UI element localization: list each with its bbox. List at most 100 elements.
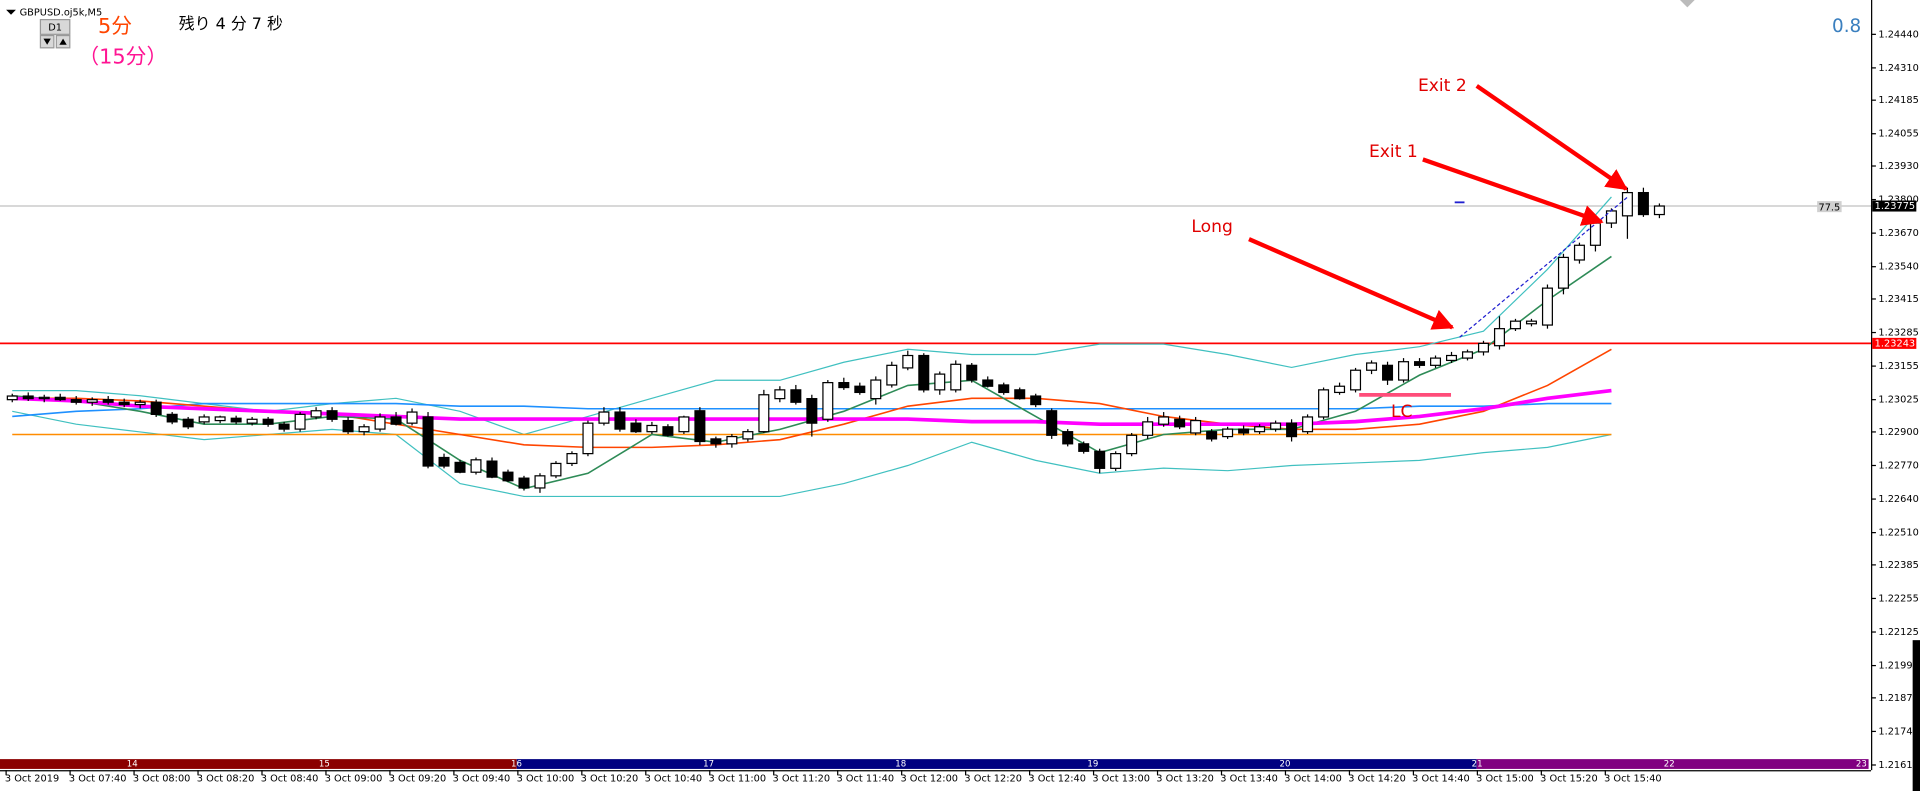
- y-tick-label: 1.24440: [1878, 29, 1918, 40]
- y-tick-label: 1.23415: [1878, 294, 1918, 305]
- candle-body: [1382, 364, 1394, 381]
- candle-body: [214, 416, 226, 422]
- x-tick-label: 3 Oct 10:20: [581, 774, 639, 785]
- period-button[interactable]: [39, 19, 71, 35]
- candle-body: [54, 396, 66, 401]
- candle-body: [1430, 357, 1442, 366]
- candle-body: [1525, 320, 1537, 325]
- y-tick-label: 1.21995: [1878, 661, 1918, 672]
- timeframe-sub-label: （15分）: [78, 45, 167, 69]
- candle-body: [438, 456, 450, 467]
- down-icon[interactable]: [43, 38, 51, 45]
- candle-body: [822, 382, 834, 420]
- arrow: [1248, 237, 1455, 330]
- level-box: [1817, 201, 1842, 213]
- up-icon[interactable]: [59, 38, 67, 45]
- x-tick-label: 3 Oct 08:00: [133, 774, 191, 785]
- candle-body: [886, 364, 898, 386]
- candle-body: [486, 460, 498, 478]
- candle-body: [1621, 191, 1633, 217]
- x-tick-label: 3 Oct 09:20: [389, 774, 447, 785]
- candle-body: [1142, 421, 1154, 436]
- candle-body: [358, 426, 370, 433]
- timeframe-label: 5分: [98, 14, 132, 38]
- x-tick-label: 3 Oct 12:00: [900, 774, 958, 785]
- session-label: 23: [1856, 760, 1867, 770]
- candle-body: [134, 401, 146, 406]
- candle-body: [150, 401, 162, 415]
- arrow: [1475, 84, 1628, 191]
- candle-body: [1302, 416, 1314, 433]
- candle-body: [1653, 205, 1665, 216]
- y-tick-label: 1.22385: [1878, 560, 1918, 571]
- session-label: 22: [1664, 760, 1675, 770]
- session-label: 15: [319, 760, 330, 770]
- session-label: 19: [1087, 760, 1098, 770]
- y-tick-label: 1.24055: [1878, 129, 1918, 140]
- candle-body: [182, 418, 194, 428]
- candle-body: [774, 389, 786, 400]
- candle-body: [662, 426, 674, 436]
- candle-body: [390, 416, 402, 425]
- menu-arrow[interactable]: [6, 9, 16, 15]
- spread-value: 0.8: [1832, 16, 1861, 37]
- level-label: 77.5: [1818, 202, 1840, 213]
- x-tick-label: 3 Oct 12:20: [964, 774, 1022, 785]
- candle-body: [1270, 422, 1282, 430]
- candle-body: [566, 453, 578, 465]
- countdown: 残り 4 分 7 秒: [179, 14, 283, 33]
- candle-body: [1094, 450, 1106, 469]
- candle-body: [1398, 361, 1410, 381]
- candle-body: [262, 418, 274, 425]
- candle-body: [646, 424, 658, 433]
- price-label-box: [1872, 200, 1917, 212]
- candle-body: [582, 422, 594, 455]
- candle-body: [1286, 422, 1298, 438]
- candle-body: [22, 395, 34, 400]
- candle-body: [70, 399, 82, 403]
- candle-body: [550, 462, 562, 477]
- candle-body: [1158, 416, 1170, 425]
- period-button-label[interactable]: D1: [48, 23, 62, 34]
- candle-body: [1110, 453, 1122, 469]
- session-label: 21: [1472, 760, 1483, 770]
- candle-body: [1238, 428, 1250, 434]
- candle-body: [1541, 287, 1553, 326]
- candle-body: [1222, 428, 1234, 438]
- candle-body: [918, 354, 930, 391]
- candle-body: [326, 410, 338, 420]
- candle-body: [502, 471, 514, 482]
- candle-body: [1174, 418, 1186, 428]
- y-tick-label: 1.22255: [1878, 593, 1918, 604]
- candle-body: [1078, 443, 1090, 452]
- session-label: 14: [127, 760, 138, 770]
- candle-body: [710, 438, 722, 445]
- x-tick-label: 3 Oct 11:00: [709, 774, 767, 785]
- y-tick-label: 1.23670: [1878, 228, 1918, 239]
- y-tick-label: 1.23540: [1878, 262, 1918, 273]
- candle-body: [838, 382, 850, 389]
- candle-body: [1573, 244, 1585, 261]
- candle-body: [902, 354, 914, 369]
- y-tick-label: 1.22640: [1878, 494, 1918, 505]
- session-label: 20: [1280, 760, 1291, 770]
- x-tick-label: 3 Oct 08:40: [261, 774, 319, 785]
- session-label: 18: [895, 760, 906, 770]
- session-label: 17: [703, 760, 714, 770]
- candle-body: [614, 411, 626, 430]
- candle-body: [1190, 419, 1202, 434]
- price-label: 1.23775: [1875, 201, 1915, 212]
- x-tick-label: 3 Oct 13:00: [1092, 774, 1150, 785]
- arrow: [1422, 157, 1604, 226]
- candle-body: [1366, 362, 1378, 371]
- candle-body: [1461, 351, 1474, 359]
- candle-body: [102, 399, 114, 403]
- candle-body: [630, 422, 642, 433]
- annotation: Exit 1: [1369, 142, 1418, 162]
- x-tick-label: 3 Oct 12:40: [1028, 774, 1086, 785]
- candle-body: [1605, 210, 1617, 224]
- y-tick-label: 1.23930: [1878, 161, 1918, 172]
- candle-body: [806, 398, 818, 424]
